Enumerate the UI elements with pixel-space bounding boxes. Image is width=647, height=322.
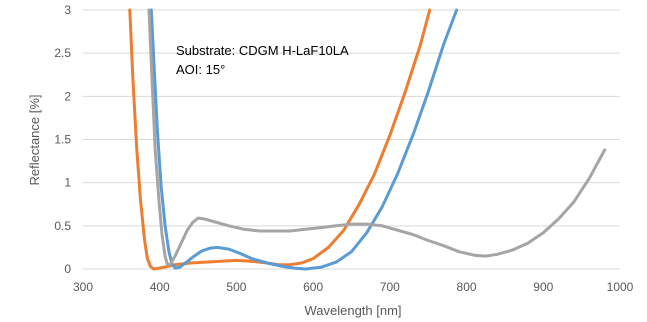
x-tick-label: 600 bbox=[303, 280, 323, 294]
series-line-1 bbox=[128, 8, 432, 271]
annotation-aoi: AOI: 15° bbox=[176, 62, 225, 77]
x-tick-label: 300 bbox=[73, 280, 93, 294]
x-tick-label: 900 bbox=[533, 280, 553, 294]
y-tick-label: 2.5 bbox=[54, 46, 71, 60]
y-tick-label: 1 bbox=[64, 176, 71, 190]
series-line-3 bbox=[147, 8, 607, 267]
x-tick-label: 700 bbox=[380, 280, 400, 294]
x-tick-labels: 300 400 500 600 700 800 900 1000 bbox=[73, 280, 634, 294]
y-tick-label: 2 bbox=[64, 89, 71, 103]
y-axis-title: Reflectance [%] bbox=[27, 94, 42, 185]
x-axis-title: Wavelength [nm] bbox=[304, 303, 401, 318]
series-line-2 bbox=[149, 8, 459, 271]
annotation-substrate: Substrate: CDGM H-LaF10LA bbox=[176, 43, 349, 58]
x-tick-label: 400 bbox=[150, 280, 170, 294]
y-tick-label: 1.5 bbox=[54, 133, 71, 147]
series-layer bbox=[128, 8, 607, 271]
grid-lines bbox=[83, 9, 620, 270]
y-tick-labels: 0 0.5 1 1.5 2 2.5 3 bbox=[54, 3, 71, 276]
y-tick-label: 0 bbox=[64, 262, 71, 276]
x-tick-label: 1000 bbox=[607, 280, 634, 294]
x-tick-label: 800 bbox=[457, 280, 477, 294]
y-tick-label: 0.5 bbox=[54, 219, 71, 233]
y-tick-label: 3 bbox=[64, 3, 71, 17]
x-tick-label: 500 bbox=[226, 280, 246, 294]
